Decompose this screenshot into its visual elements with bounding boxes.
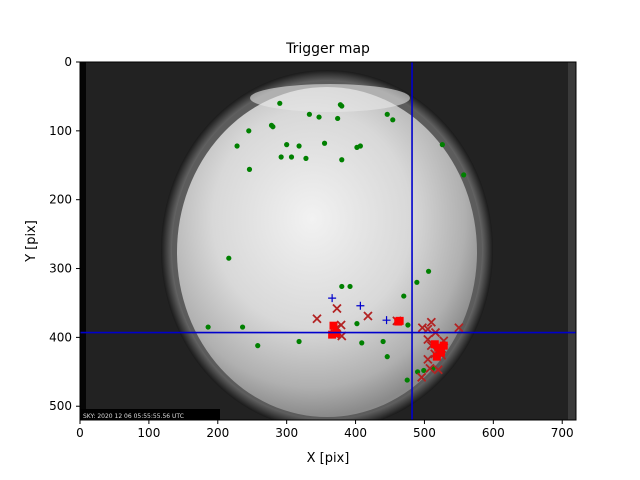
trigger-dot-marker bbox=[306, 111, 312, 117]
x-axis-label: X [pix] bbox=[307, 451, 350, 466]
trigger-x-marker bbox=[332, 303, 342, 314]
trigger-dot-marker bbox=[421, 367, 427, 374]
trigger-square-marker bbox=[436, 348, 445, 357]
trigger-x-marker bbox=[423, 354, 433, 365]
trigger-plus-marker bbox=[328, 294, 337, 303]
chart-title: Trigger map bbox=[285, 41, 370, 57]
trigger-dot-marker bbox=[401, 293, 407, 299]
x-tick-label: 400 bbox=[344, 426, 367, 440]
y-tick-label: 0 bbox=[64, 55, 72, 69]
trigger-dot-marker bbox=[384, 111, 390, 117]
x-tick-label: 500 bbox=[413, 426, 436, 440]
x-tick-label: 300 bbox=[275, 426, 298, 440]
trigger-dot-marker bbox=[384, 354, 390, 360]
trigger-dot-marker bbox=[246, 166, 253, 172]
trigger-plus-marker bbox=[356, 301, 365, 310]
trigger-dot-marker bbox=[270, 124, 276, 130]
trigger-dot-marker bbox=[296, 143, 302, 149]
trigger-x-marker bbox=[417, 372, 427, 382]
y-tick-label: 100 bbox=[49, 124, 72, 138]
y-tick-label: 200 bbox=[49, 193, 72, 207]
trigger-dot-marker bbox=[239, 324, 246, 330]
trigger-dot-marker bbox=[288, 154, 295, 160]
trigger-dot-marker bbox=[284, 142, 290, 148]
trigger-dot-marker bbox=[316, 114, 322, 120]
y-tick-label: 400 bbox=[49, 330, 72, 344]
sky-camera-image: SKY: 2020 12 06 05:55:55.56 UTC bbox=[80, 62, 576, 420]
trigger-dot-marker bbox=[303, 155, 309, 161]
trigger-square-marker bbox=[329, 321, 338, 330]
trigger-x-marker bbox=[312, 314, 322, 324]
trigger-dot-marker bbox=[205, 324, 211, 330]
x-tick-label: 700 bbox=[551, 426, 574, 440]
trigger-dot-marker bbox=[278, 154, 284, 160]
trigger-x-marker bbox=[423, 334, 433, 345]
trigger-x-marker bbox=[425, 363, 435, 374]
trigger-dot-marker bbox=[414, 369, 421, 375]
trigger-dot-marker bbox=[425, 268, 432, 274]
x-tick-label: 200 bbox=[206, 426, 229, 440]
x-tick-label: 100 bbox=[137, 426, 160, 440]
x-tick-label: 0 bbox=[76, 426, 84, 440]
trigger-dot-marker bbox=[234, 143, 240, 149]
trigger-square-marker bbox=[395, 316, 404, 325]
trigger-dot-marker bbox=[255, 343, 261, 349]
trigger-x-marker bbox=[454, 323, 464, 333]
x-tick-label: 600 bbox=[482, 426, 505, 440]
trigger-x-marker bbox=[363, 311, 373, 321]
y-tick-label: 500 bbox=[49, 399, 72, 413]
image-timestamp-label: SKY: 2020 12 06 05:55:55.56 UTC bbox=[83, 413, 184, 420]
trigger-dot-marker bbox=[380, 338, 386, 345]
x-axis-ticks: 0 100 200 300 400 500 600 700 bbox=[76, 420, 574, 440]
trigger-square-marker bbox=[439, 341, 448, 350]
trigger-square-marker bbox=[328, 330, 337, 339]
trigger-dot-marker bbox=[296, 338, 302, 345]
trigger-dot-marker bbox=[354, 321, 360, 327]
trigger-x-marker bbox=[336, 320, 346, 330]
trigger-square-marker bbox=[432, 352, 441, 361]
trigger-x-marker bbox=[433, 365, 443, 375]
plot-frame bbox=[79, 61, 577, 421]
trigger-dot-marker bbox=[335, 115, 341, 122]
trigger-markers bbox=[205, 100, 467, 383]
trigger-dot-marker bbox=[226, 255, 232, 261]
trigger-dot-marker bbox=[339, 283, 345, 290]
trigger-x-marker bbox=[426, 317, 436, 327]
y-axis-ticks: 0 100 200 300 400 500 bbox=[49, 55, 80, 413]
trigger-plus-marker bbox=[382, 316, 391, 325]
trigger-dot-marker bbox=[359, 340, 365, 346]
trigger-dot-marker bbox=[357, 143, 363, 149]
y-tick-label: 300 bbox=[49, 262, 72, 276]
trigger-square-marker bbox=[434, 343, 443, 352]
trigger-dot-marker bbox=[321, 140, 328, 146]
trigger-dot-marker bbox=[347, 283, 353, 290]
trigger-dot-marker bbox=[246, 128, 252, 134]
trigger-dot-marker bbox=[404, 377, 410, 383]
trigger-dot-marker bbox=[461, 172, 467, 178]
trigger-dot-marker bbox=[439, 142, 445, 148]
trigger-dot-marker bbox=[405, 322, 411, 328]
crosshair bbox=[80, 62, 576, 420]
trigger-dot-marker bbox=[339, 157, 345, 163]
trigger-dot-marker bbox=[277, 100, 283, 106]
trigger-dot-marker bbox=[339, 103, 345, 109]
trigger-dot-marker bbox=[414, 279, 420, 285]
trigger-dot-marker bbox=[390, 117, 396, 123]
y-axis-label: Y [pix] bbox=[24, 220, 39, 263]
